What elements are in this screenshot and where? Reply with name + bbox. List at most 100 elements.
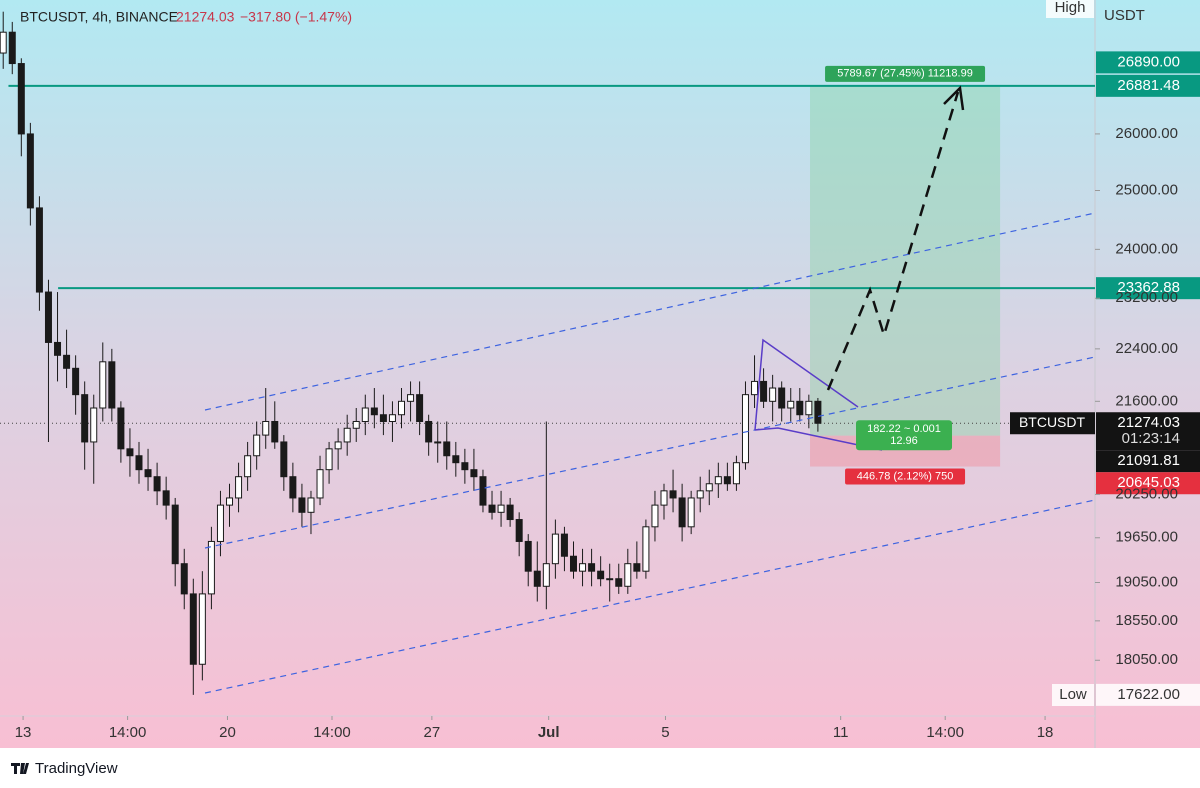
candle-body [805, 400, 813, 416]
candle-body [54, 341, 62, 356]
candle-body [488, 504, 496, 513]
symbol-box [1010, 412, 1095, 435]
candle-body [470, 469, 478, 478]
candle-body [579, 563, 587, 572]
candle-body [425, 420, 433, 443]
y-tick-label: 19050.00 [1115, 573, 1178, 590]
y-tick-label: 26000.00 [1115, 125, 1178, 142]
target-zone [810, 85, 1001, 436]
candle-body [696, 490, 704, 499]
candle-body [72, 367, 80, 396]
candle-body [388, 414, 396, 422]
candle-body [271, 420, 279, 443]
candle-body [289, 476, 297, 499]
candle-body [760, 380, 768, 402]
candle-body [569, 555, 577, 572]
candle-body [479, 476, 487, 506]
x-tick-label: 18 [1037, 724, 1054, 741]
candle-body [497, 504, 505, 513]
candle-body [280, 441, 288, 478]
candle-body [452, 455, 460, 464]
candle-body [416, 394, 424, 422]
arrow-head [943, 85, 965, 111]
brand-logo [11, 763, 29, 774]
candle-body [63, 354, 71, 369]
x-tick-label: 13 [15, 724, 32, 741]
stop-badge-box [1096, 472, 1200, 495]
candle-body [751, 380, 759, 396]
candle-body [198, 593, 206, 665]
candle-body [126, 448, 134, 457]
candle-body [633, 563, 641, 572]
candle-body [298, 497, 306, 513]
candle-body [606, 578, 614, 581]
candle-body [334, 441, 342, 450]
x-tick-label: 20 [219, 724, 236, 741]
candle-body [560, 533, 568, 557]
candle-body [515, 519, 523, 542]
candle-body [597, 570, 605, 580]
channel-line [204, 356, 1096, 549]
candle-body [778, 387, 786, 409]
x-tick-label: 14:00 [926, 724, 964, 741]
candle-body [17, 63, 25, 135]
y-tick-label: 18550.00 [1115, 612, 1178, 629]
axis-unit: USDT [1104, 7, 1145, 24]
candle-body [398, 400, 405, 416]
y-tick-label: 20250.00 [1115, 485, 1178, 502]
entry-label: 182.22 ~ 0.001 [867, 423, 941, 435]
stop-label: 446.78 (2.12%) 750 [857, 470, 954, 482]
candle-body [316, 469, 324, 499]
last-price-label: 21274.03 [1117, 414, 1180, 431]
countdown: 01:23:14 [1122, 430, 1180, 447]
candle-body [90, 407, 98, 443]
wedge-line [754, 427, 883, 451]
x-tick-label: 14:00 [313, 724, 351, 741]
level-badge-box [1096, 277, 1200, 300]
candle-body [705, 483, 713, 492]
candle-body [216, 504, 224, 542]
candle-body [99, 361, 107, 409]
brand-name: TradingView [35, 760, 118, 777]
entry-label-box [856, 420, 953, 451]
channel-line [204, 212, 1096, 411]
candle-body [678, 497, 686, 528]
candle-body [153, 476, 161, 492]
candle-body [660, 490, 668, 506]
level-badge-box [1096, 74, 1200, 97]
candle-body [8, 31, 16, 65]
y-tick-label: 18050.00 [1115, 651, 1178, 668]
candle-body [796, 400, 804, 416]
candle-body [624, 563, 632, 587]
candle-body [443, 441, 451, 457]
candle-body [262, 420, 270, 436]
high-badge [1046, 0, 1094, 18]
candle-body [379, 414, 387, 422]
y-tick-label: 25000.00 [1115, 181, 1178, 198]
y-tick-label: 23200.00 [1115, 289, 1178, 306]
x-tick-label: 5 [661, 724, 669, 741]
wedge-line [754, 338, 859, 431]
x-tick-label: Jul [538, 724, 560, 741]
candle-body [189, 593, 197, 665]
candle-body [117, 407, 125, 450]
candle-body [687, 497, 695, 528]
chart-title: BTCUSDT, 4h, BINANCE [20, 9, 178, 25]
entry-badge: 21091.81 [1117, 452, 1180, 469]
candle-body [81, 394, 89, 443]
candle-body [144, 469, 152, 478]
y-tick-label: 22400.00 [1115, 340, 1178, 357]
target-label-box [825, 65, 986, 82]
candle-body [732, 462, 740, 485]
last-price-header: 21274.03 [176, 9, 235, 25]
candle-body [551, 533, 559, 565]
stop-badge: 20645.03 [1117, 474, 1180, 491]
candle-body [108, 361, 116, 409]
low-value-box [1096, 683, 1200, 706]
y-tick-label: 24000.00 [1115, 240, 1178, 257]
candle-body [244, 455, 252, 478]
level-badge: 23362.88 [1117, 279, 1180, 296]
candle-body [162, 490, 170, 506]
